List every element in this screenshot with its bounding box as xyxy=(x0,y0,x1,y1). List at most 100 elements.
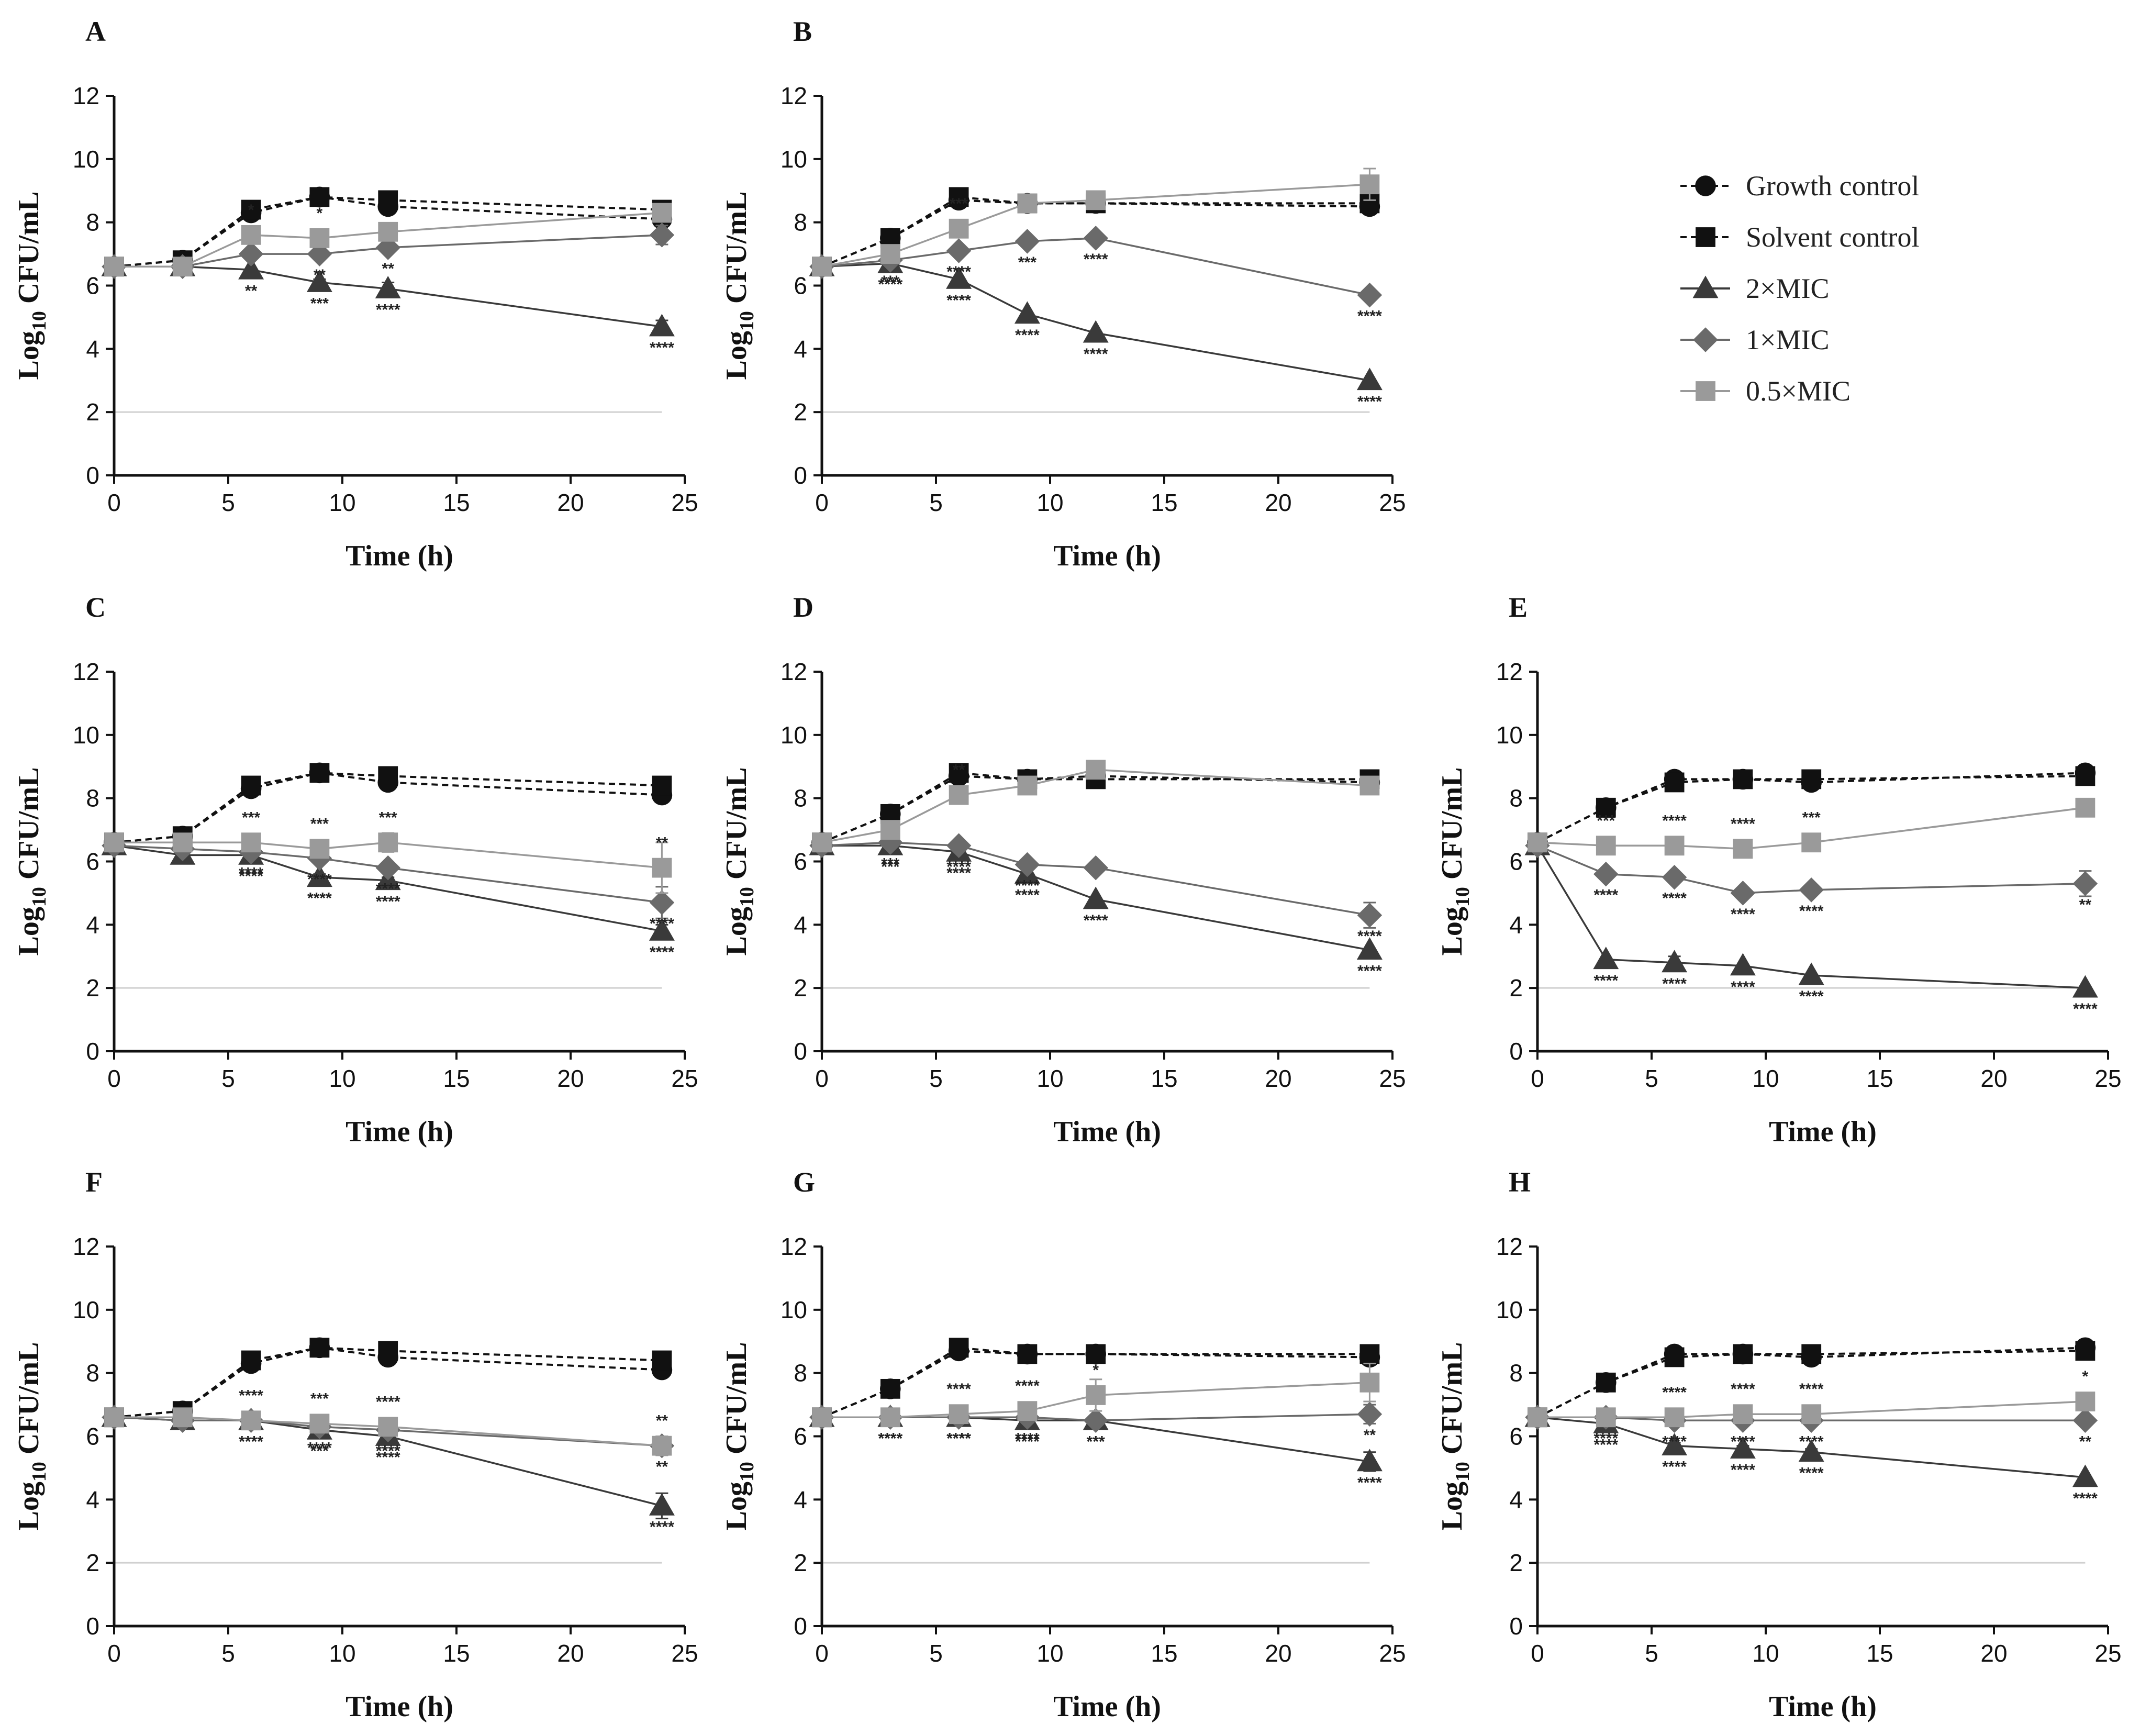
data-point xyxy=(238,241,264,266)
data-point xyxy=(104,257,124,277)
data-point xyxy=(1730,1436,1756,1459)
data-point xyxy=(1596,1372,1616,1393)
legend-item-m1: 1×MIC xyxy=(1680,324,1829,355)
significance-label: **** xyxy=(1593,1430,1618,1447)
y-axis-title-sub: 10 xyxy=(28,887,50,907)
data-point xyxy=(1359,775,1380,796)
panel-label: G xyxy=(793,1166,815,1198)
data-point xyxy=(2075,1392,2095,1411)
significance-label: *** xyxy=(1802,809,1821,826)
data-point xyxy=(309,1414,330,1434)
x-tick-label: 5 xyxy=(221,489,235,516)
data-point xyxy=(1086,1344,1106,1364)
data-point xyxy=(649,222,675,248)
significance-label: **** xyxy=(1357,928,1382,945)
data-point xyxy=(1664,836,1685,856)
y-tick-label: 10 xyxy=(1496,721,1523,749)
data-point xyxy=(812,257,832,277)
data-point xyxy=(241,199,261,220)
data-point xyxy=(309,228,330,248)
significance-label: **** xyxy=(1357,963,1382,980)
y-axis-title-main: Log xyxy=(13,331,45,380)
data-point xyxy=(1357,1401,1383,1427)
data-point xyxy=(1801,769,1822,789)
x-tick-label: 20 xyxy=(1980,1640,2007,1667)
significance-label: **** xyxy=(1084,346,1108,363)
y-tick-label: 2 xyxy=(794,974,807,1001)
significance-label: **** xyxy=(2073,1000,2098,1018)
y-tick-label: 4 xyxy=(1509,911,1523,938)
data-point xyxy=(649,314,675,337)
x-tick-label: 20 xyxy=(1265,1065,1291,1092)
x-tick-label: 0 xyxy=(815,489,829,516)
significance-label: ** xyxy=(1364,1427,1376,1444)
data-point xyxy=(1086,760,1106,780)
significance-label: ** xyxy=(245,282,258,299)
significance-label: *** xyxy=(881,273,899,290)
significance-label: **** xyxy=(1799,1465,1824,1482)
data-point xyxy=(1083,320,1109,343)
legend-marker xyxy=(1692,275,1719,298)
data-point xyxy=(1014,301,1040,324)
y-tick-label: 6 xyxy=(86,272,99,299)
significance-label: **** xyxy=(1662,1384,1687,1401)
significance-label: **** xyxy=(1015,877,1040,895)
legend-item-m05: 0.5×MIC xyxy=(1680,375,1851,407)
series-line xyxy=(114,212,662,268)
x-tick-label: 15 xyxy=(1866,1065,1893,1092)
data-point xyxy=(1083,886,1109,909)
significance-label: *** xyxy=(242,809,260,826)
x-tick-label: 10 xyxy=(1036,1065,1063,1092)
series-line xyxy=(114,844,662,932)
significance-label: *** xyxy=(881,858,899,875)
y-tick-label: 10 xyxy=(1496,1296,1523,1323)
data-point xyxy=(241,775,261,796)
significance-label: **** xyxy=(1015,887,1040,904)
data-point xyxy=(306,269,332,292)
y-tick-label: 10 xyxy=(781,721,807,749)
legend-marker xyxy=(1693,327,1718,352)
y-axis-title: Log10 CFU/mL xyxy=(13,1342,50,1530)
x-axis-title: Time (h) xyxy=(1769,1690,1877,1723)
significance-label: * xyxy=(1093,1362,1099,1379)
y-tick-label: 6 xyxy=(794,1423,807,1450)
x-tick-label: 5 xyxy=(1645,1640,1658,1667)
y-tick-label: 0 xyxy=(86,1612,99,1640)
legend-marker xyxy=(1695,175,1716,196)
significance-label: **** xyxy=(946,858,971,875)
data-point xyxy=(880,820,900,840)
data-point xyxy=(949,187,969,207)
series-m1: ****************** xyxy=(1525,833,2098,923)
series-m05: **** ***** xyxy=(812,1362,1380,1428)
series-m05: *** xyxy=(812,168,1380,277)
data-point xyxy=(378,221,398,242)
x-tick-label: 25 xyxy=(671,1640,698,1667)
data-point xyxy=(378,1417,398,1437)
series-m05: *** *** ***** xyxy=(104,809,672,894)
y-tick-label: 12 xyxy=(781,658,807,685)
y-axis-title-sub: 10 xyxy=(28,1462,50,1482)
data-point xyxy=(1083,226,1108,251)
significance-label: **** xyxy=(307,890,332,907)
significance-label: ** xyxy=(656,834,668,852)
y-axis-title: Log10 CFU/mL xyxy=(1436,1342,1474,1530)
y-tick-label: 6 xyxy=(86,848,99,875)
y-axis-title-tail: CFU/mL xyxy=(1436,1342,1468,1462)
data-point xyxy=(1596,797,1616,818)
data-point xyxy=(949,1404,969,1425)
series-sc xyxy=(1528,766,2095,853)
y-tick-label: 0 xyxy=(794,1612,807,1640)
significance-label: *** xyxy=(1087,1433,1105,1450)
data-point xyxy=(241,832,261,853)
series-line xyxy=(821,237,1370,296)
data-point xyxy=(1083,855,1108,881)
data-point xyxy=(1596,1407,1616,1428)
x-tick-label: 0 xyxy=(1531,1065,1544,1092)
significance-label: **** xyxy=(376,302,400,319)
x-tick-label: 0 xyxy=(107,1065,121,1092)
legend-item-gc: Growth control xyxy=(1680,170,1919,202)
data-point xyxy=(1528,832,1547,853)
data-point xyxy=(880,1407,900,1428)
data-point xyxy=(1086,190,1106,210)
